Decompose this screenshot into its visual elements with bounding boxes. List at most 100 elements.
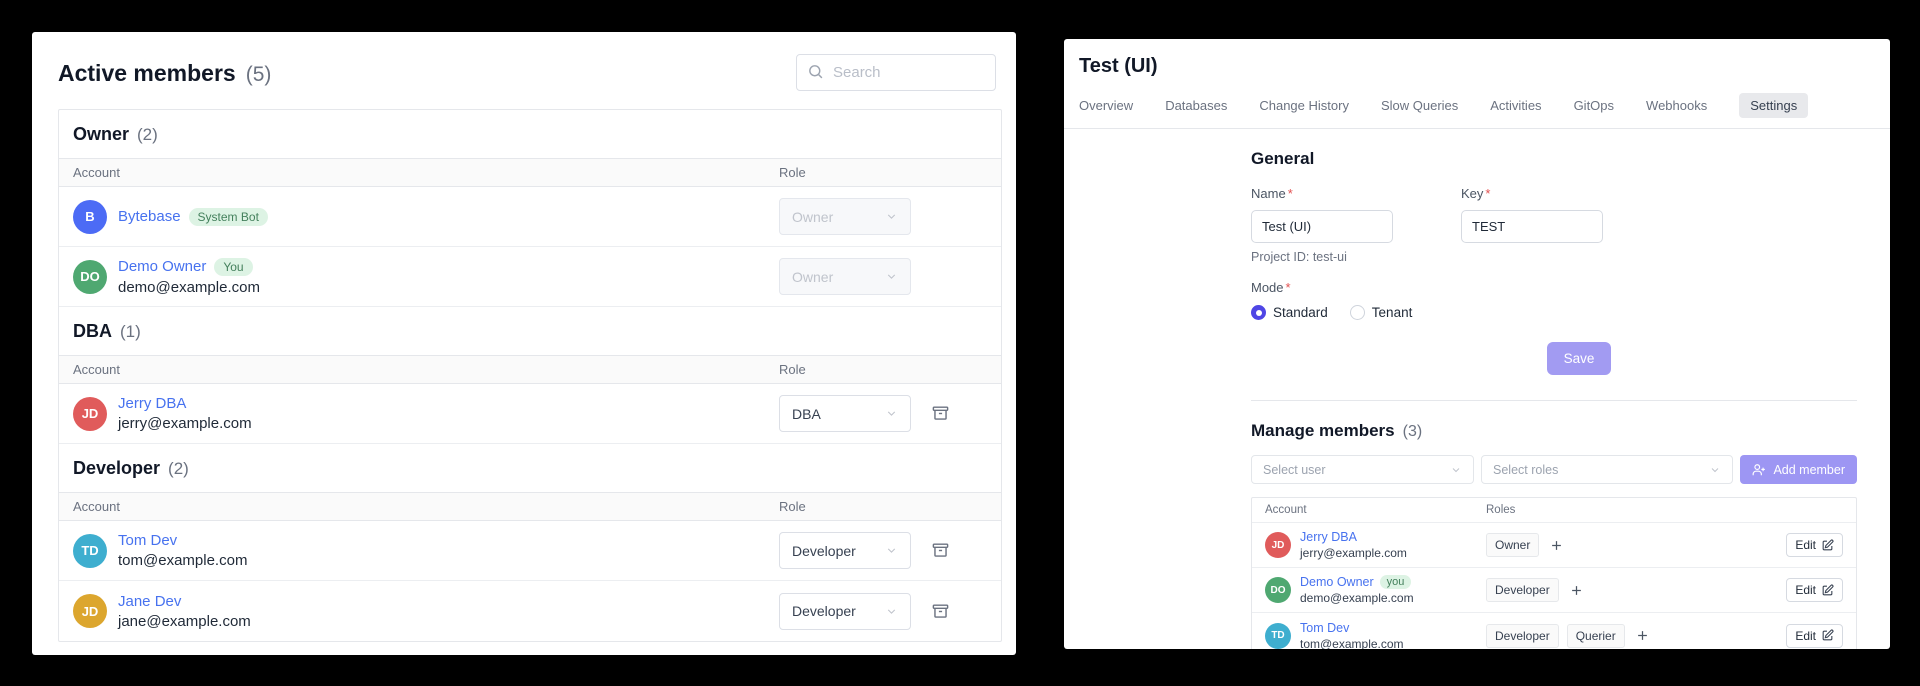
column-roles: Roles: [1486, 504, 1516, 516]
add-member-button[interactable]: Add member: [1740, 455, 1857, 484]
section-name: Owner: [73, 124, 130, 144]
name-field-group: Name* Project ID: test-ui: [1251, 185, 1393, 264]
tab-slow-queries[interactable]: Slow Queries: [1380, 98, 1459, 113]
search-box: [796, 54, 996, 91]
tab-webhooks[interactable]: Webhooks: [1646, 98, 1708, 113]
active-members-count: (5): [245, 63, 272, 86]
member-name-link[interactable]: Jerry DBA: [118, 395, 187, 412]
members-table: Owner (2) Account Role B Bytebase System…: [58, 109, 1002, 642]
manage-members-heading-text: Manage members: [1251, 421, 1395, 440]
tab-settings[interactable]: Settings: [1739, 93, 1809, 118]
manage-members-heading: Manage members (3): [1251, 421, 1857, 441]
remove-member-button[interactable]: [931, 541, 950, 560]
chevron-down-icon: [1712, 467, 1719, 472]
required-asterisk: *: [1485, 186, 1491, 201]
search-icon: [807, 63, 824, 85]
edit-pencil-icon: [1822, 583, 1834, 595]
edit-label: Edit: [1795, 628, 1816, 643]
section-count: (1): [120, 322, 141, 341]
tab-databases[interactable]: Databases: [1165, 98, 1228, 113]
member-name-link[interactable]: Bytebase: [118, 208, 181, 225]
page-title: Active members (5): [58, 54, 271, 87]
save-button[interactable]: Save: [1546, 342, 1612, 375]
chevron-down-icon: [887, 548, 896, 553]
add-role-button[interactable]: [1633, 626, 1652, 645]
mode-label: Mode *: [1251, 280, 1291, 295]
column-header-row: Account Roles: [1252, 498, 1856, 523]
column-role: Role: [779, 362, 806, 377]
avatar: JD: [1265, 532, 1291, 558]
edit-label: Edit: [1795, 583, 1816, 597]
edit-member-button[interactable]: Edit: [1786, 533, 1843, 557]
role-tag: Querier: [1566, 623, 1625, 648]
edit-member-button[interactable]: Edit: [1786, 578, 1843, 602]
table-row-demo-owner: DO Demo Owner You demo@example.com Owner: [59, 247, 1001, 307]
you-badge: You: [214, 257, 253, 276]
search-input[interactable]: [796, 54, 996, 91]
chevron-down-icon: [1452, 467, 1460, 472]
member-name-link[interactable]: Jerry DBA: [1300, 530, 1357, 544]
project-settings-panel: Test (UI) Overview Databases Change Hist…: [1064, 39, 1890, 649]
member-email: tom@example.com: [118, 552, 248, 569]
role-select[interactable]: Developer: [779, 532, 911, 569]
role-select[interactable]: Owner: [779, 198, 911, 235]
column-account: Account: [73, 362, 120, 377]
role-tag: Developer: [1486, 578, 1559, 602]
edit-member-button[interactable]: Edit: [1786, 623, 1843, 648]
role-select[interactable]: DBA: [779, 395, 911, 432]
tab-change-history[interactable]: Change History: [1259, 98, 1349, 113]
edit-pencil-icon: [1822, 538, 1834, 550]
remove-member-button[interactable]: [931, 404, 950, 423]
table-row-bytebase: B Bytebase System Bot Owner: [59, 187, 1001, 247]
radio-standard[interactable]: Standard: [1251, 305, 1328, 320]
tabs-divider: [1064, 128, 1890, 129]
column-header-row: Account Role: [59, 493, 1001, 521]
role-select[interactable]: Developer: [779, 592, 911, 630]
tab-gitops[interactable]: GitOps: [1573, 98, 1615, 113]
general-heading-text: General: [1251, 149, 1315, 168]
member-name-link[interactable]: Tom Dev: [1300, 620, 1350, 635]
tab-overview[interactable]: Overview: [1079, 98, 1134, 113]
select-user-dropdown[interactable]: Select user: [1251, 455, 1475, 484]
add-role-button[interactable]: [1567, 581, 1586, 600]
plus-icon: [1637, 631, 1647, 640]
section-count: (2): [168, 459, 189, 478]
member-name-link[interactable]: Tom Dev: [118, 532, 178, 549]
add-role-button[interactable]: [1547, 536, 1566, 555]
key-field[interactable]: [1461, 210, 1603, 243]
member-email: demo@example.com: [1300, 591, 1414, 605]
radio-tenant[interactable]: Tenant: [1349, 305, 1412, 320]
select-roles-dropdown[interactable]: Select roles: [1481, 455, 1734, 484]
column-role: Role: [779, 165, 806, 180]
member-name-link[interactable]: Demo Owner: [1300, 575, 1374, 589]
table-row-jane: JD Jane Dev jane@example.com Developer: [59, 581, 1001, 641]
name-field[interactable]: [1251, 210, 1393, 243]
avatar: TD: [1265, 622, 1291, 649]
role-select-value: Developer: [792, 542, 856, 559]
role-select-value: Developer: [792, 603, 856, 619]
manage-members-table: Account Roles JD Jerry DBA jerry@example…: [1251, 497, 1857, 649]
section-name: Developer: [73, 458, 161, 478]
tab-activities[interactable]: Activities: [1490, 98, 1542, 113]
radio-standard-label: Standard: [1273, 305, 1328, 320]
radio-unselected-icon: [1349, 305, 1365, 320]
member-name-link[interactable]: Demo Owner: [118, 258, 207, 275]
select-user-placeholder: Select user: [1263, 462, 1326, 477]
section-header-dba: DBA (1): [59, 307, 1001, 356]
system-bot-badge: System Bot: [188, 207, 268, 226]
avatar: JD: [73, 396, 107, 431]
required-asterisk: *: [1287, 186, 1293, 201]
chevron-down-icon: [887, 274, 896, 279]
radio-selected-icon: [1251, 305, 1266, 320]
role-select[interactable]: Owner: [779, 258, 911, 295]
active-members-panel: Active members (5) Owner (2) Account Rol…: [32, 32, 1016, 655]
remove-member-button[interactable]: [931, 602, 950, 621]
project-id-text: Project ID: test-ui: [1251, 250, 1347, 264]
project-tabs: Overview Databases Change History Slow Q…: [1079, 93, 1875, 128]
you-badge: you: [1379, 575, 1412, 589]
key-field-group: Key *: [1461, 185, 1603, 264]
member-row-tom: TD Tom Dev tom@example.com Developer Que…: [1252, 613, 1856, 649]
edit-label: Edit: [1795, 538, 1816, 552]
member-name-link[interactable]: Jane Dev: [118, 592, 182, 610]
select-roles-placeholder: Select roles: [1493, 462, 1559, 477]
